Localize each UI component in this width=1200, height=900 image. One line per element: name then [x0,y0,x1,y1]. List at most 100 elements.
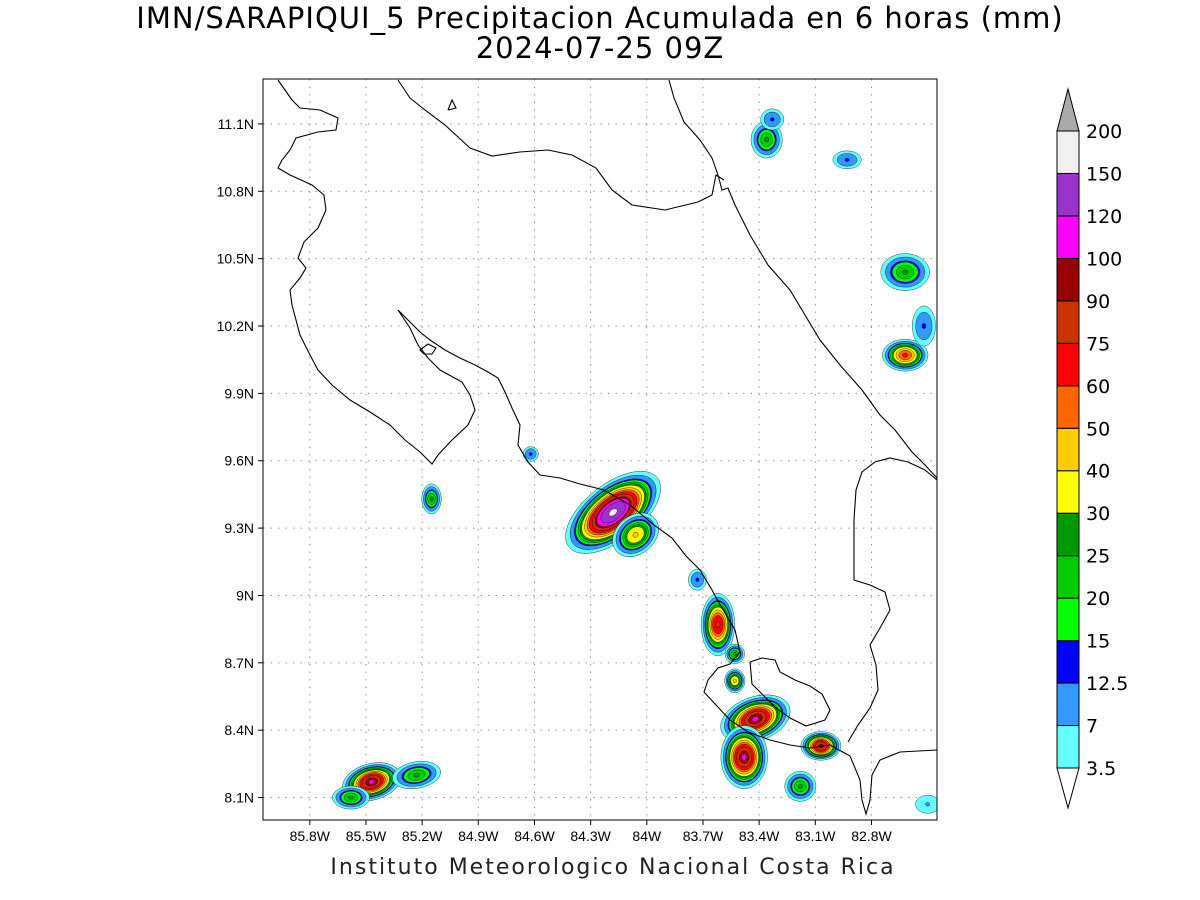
precip-cell [720,725,768,789]
colorbar-low-triangle [1056,767,1080,810]
precip-cell [832,150,862,169]
lon-tick-label: 82.8W [851,828,892,844]
colorbar-swatch [1056,512,1080,557]
precip-contour-150 [608,508,618,517]
colorbar-label: 50 [1086,418,1110,440]
colorbar-label: 7 [1086,716,1098,738]
colorbar-swatch [1056,597,1080,642]
precipitation-field [332,108,937,814]
precip-contour-12_5 [921,323,926,329]
precip-cell [612,512,659,557]
map-background [263,79,937,820]
precip-cell [882,339,929,372]
lat-tick-label: 8.4N [224,722,254,738]
latitude-axis: 8.1N 8.4N 8.7N 9N 9.3N 9.6N 9.9N 10.2N 10.5N 10.8… [217,116,263,806]
coastlines [277,79,937,817]
lake-nicaragua-shore [397,79,725,211]
precip-contour-12_5 [695,577,700,582]
precip-cell [565,471,661,554]
precip-cell [688,568,707,591]
lon-tick-label: 83.7W [683,828,724,844]
precip-contour-12_5 [844,157,850,162]
chira-island [419,343,437,355]
precip-cell [522,446,539,462]
lon-tick-label: 83.1W [795,828,836,844]
colorbar-swatch [1056,385,1080,429]
precip-cell [915,795,937,814]
colorbar-high-triangle [1056,87,1080,132]
lat-tick-label: 10.8N [217,183,254,199]
colorbar-label: 20 [1086,588,1110,610]
lon-tick-label: 84.9W [458,828,499,844]
lat-tick-label: 11.1N [218,116,254,132]
precip-cell [724,668,746,693]
precip-cell [784,771,817,802]
footer-credit: Instituto Meteorologico Nacional Costa R… [330,855,896,880]
colorbar-swatch [1056,300,1080,344]
precip-cell [880,253,930,291]
lat-tick-label: 9.3N [224,520,254,536]
lat-tick-label: 8.7N [224,655,254,671]
precip-contour-25 [764,137,769,143]
precip-contour-12_5 [770,117,775,122]
precip-cell [750,120,783,159]
lat-tick-label: 9N [236,587,254,603]
pacific-coastline [277,79,937,817]
lat-tick-label: 10.2N [217,318,254,334]
colorbar-swatch [1056,555,1080,599]
precip-contour-25 [413,772,420,778]
colorbar-swatch [1056,172,1080,217]
precip-contour-25 [798,784,803,789]
lat-tick-label: 10.5N [217,251,254,267]
precip-contour-25 [348,795,354,800]
precip-contour-12_5 [528,452,533,456]
caribbean-coastline [668,79,937,479]
colorbar-swatch [1056,725,1080,769]
colorbar-label: 75 [1086,333,1110,355]
precip-cell [912,305,936,347]
colorbar-label: 60 [1086,376,1110,398]
lat-tick-label: 8.1N [224,790,254,806]
precip-contour-25 [429,496,434,502]
map-subtitle: 2024-07-25 09Z [475,31,725,65]
colorbar-label: 200 [1086,121,1122,143]
lon-tick-label: 85.5W [346,828,387,844]
colorbar-swatch [1056,130,1080,174]
lon-tick-label: 83.4W [739,828,780,844]
precip-contour-25 [732,651,737,656]
longitude-axis: 85.8W 85.5W 85.2W 84.9W 84.6W 84.3W 84W 83.7W 83… [290,820,892,844]
precip-contour-100 [368,779,375,785]
precip-cell [421,483,442,515]
colorbar-label: 120 [1086,206,1122,228]
precip-cell [760,108,785,131]
precip-contour-7 [925,802,930,807]
precip-cell [724,643,745,664]
colorbar-label: 25 [1086,546,1110,568]
map-frame [262,78,938,821]
colorbar-label: 15 [1086,631,1110,653]
osa-peninsula-coast [749,657,831,727]
colorbar-swatch [1056,342,1080,387]
lon-tick-label: 85.8W [290,828,331,844]
lake-island [447,98,457,111]
colorbar-label: 3.5 [1086,758,1116,780]
colorbar: 3.5 7 12.5 15 20 25 30 40 50 60 75 90 100 120 150 200 [1056,87,1128,810]
colorbar-swatch [1056,257,1080,302]
colorbar-swatch [1056,427,1080,472]
lon-tick-label: 84.6W [514,828,555,844]
precip-contour-60 [902,352,908,358]
colorbar-label: 90 [1086,291,1110,313]
colorbar-label: 40 [1086,461,1110,483]
map-title: IMN/SARAPIQUI_5 Precipitacion Acumulada … [136,1,1064,35]
precip-contour-40 [632,532,639,538]
precip-contour-100 [741,753,747,761]
precip-contour-25 [902,269,909,275]
lon-tick-label: 85.2W [402,828,443,844]
colorbar-swatch [1056,682,1080,727]
colorbar-label: 30 [1086,503,1110,525]
lon-tick-label: 84.3W [570,828,611,844]
precip-contour-75 [715,621,721,628]
precip-cell [332,785,370,810]
lat-tick-label: 9.6N [224,453,254,469]
lon-tick-label: 84W [632,828,662,844]
